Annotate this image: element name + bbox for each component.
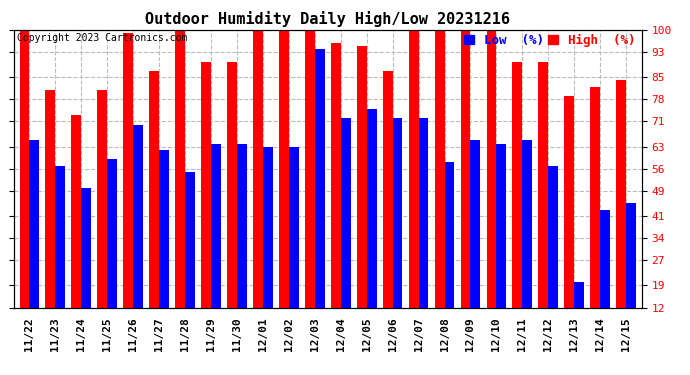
Bar <box>564 96 574 345</box>
Bar <box>331 43 341 345</box>
Bar <box>124 33 133 345</box>
Bar <box>383 71 393 345</box>
Bar <box>279 30 289 345</box>
Bar <box>19 30 30 345</box>
Bar <box>600 210 610 345</box>
Bar <box>97 90 107 345</box>
Bar <box>201 62 211 345</box>
Bar <box>133 124 143 345</box>
Bar <box>513 62 522 345</box>
Bar <box>71 115 81 345</box>
Bar <box>227 62 237 345</box>
Bar <box>305 30 315 345</box>
Bar <box>175 30 185 345</box>
Bar <box>30 140 39 345</box>
Bar <box>471 140 480 345</box>
Bar <box>591 87 600 345</box>
Bar <box>616 81 626 345</box>
Bar <box>444 162 455 345</box>
Bar <box>315 49 324 345</box>
Bar <box>366 109 377 345</box>
Bar <box>357 46 366 345</box>
Bar <box>419 118 428 345</box>
Bar <box>626 203 636 345</box>
Bar <box>574 282 584 345</box>
Legend: Low  (%), High  (%): Low (%), High (%) <box>464 33 635 46</box>
Bar <box>393 118 402 345</box>
Bar <box>461 30 471 345</box>
Text: Copyright 2023 Cartronics.com: Copyright 2023 Cartronics.com <box>17 33 187 43</box>
Bar <box>81 188 91 345</box>
Bar <box>435 30 444 345</box>
Bar <box>237 144 247 345</box>
Bar <box>341 118 351 345</box>
Bar <box>159 150 169 345</box>
Bar <box>522 140 532 345</box>
Title: Outdoor Humidity Daily High/Low 20231216: Outdoor Humidity Daily High/Low 20231216 <box>146 12 510 27</box>
Bar <box>149 71 159 345</box>
Bar <box>46 90 55 345</box>
Bar <box>289 147 299 345</box>
Bar <box>211 144 221 345</box>
Bar <box>55 166 65 345</box>
Bar <box>538 62 549 345</box>
Bar <box>549 166 558 345</box>
Bar <box>496 144 506 345</box>
Bar <box>486 30 496 345</box>
Bar <box>263 147 273 345</box>
Bar <box>185 172 195 345</box>
Bar <box>408 30 419 345</box>
Bar <box>253 30 263 345</box>
Bar <box>107 159 117 345</box>
